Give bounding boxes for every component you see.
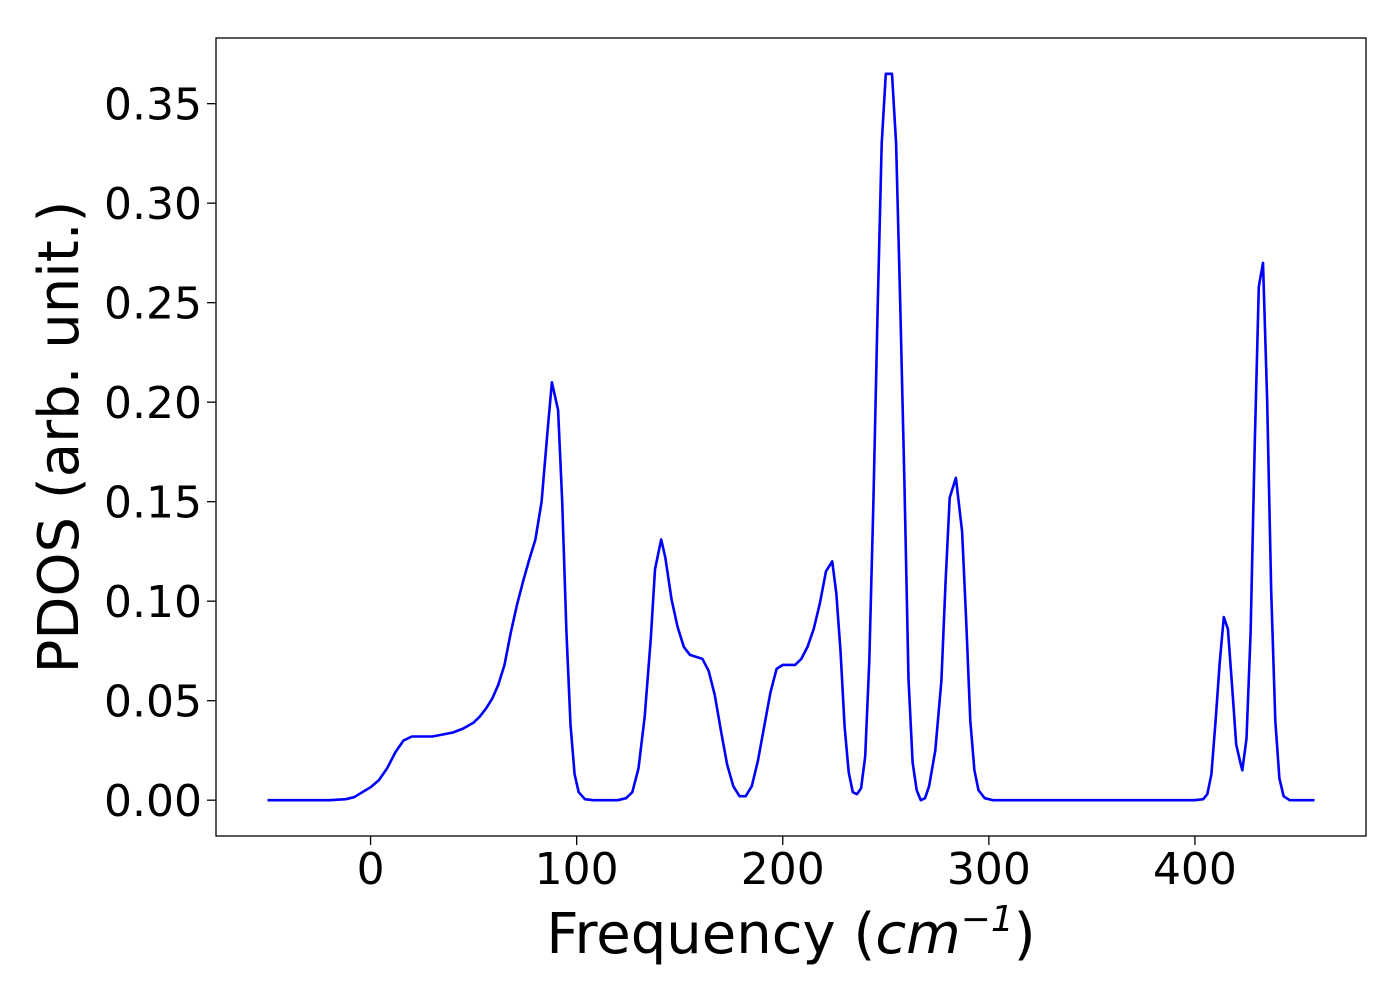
pdos-series-line (267, 72, 1315, 802)
y-tick-label: 0.05 (104, 677, 202, 728)
series-layer (267, 72, 1315, 802)
y-tick-label: 0.20 (104, 378, 202, 429)
x-axis-ticks: 0 100 200 300 400 (357, 836, 1237, 895)
y-axis-label: PDOS (arb. unit.) (27, 201, 92, 674)
y-tick-label: 0.35 (104, 80, 202, 131)
y-tick-label: 0.15 (104, 478, 202, 529)
y-tick-label: 0.10 (104, 577, 202, 628)
y-tick-label: 0.00 (104, 776, 202, 827)
y-tick-label: 0.30 (104, 179, 202, 230)
x-axis-label: Frequency (cm−1) (546, 899, 1035, 967)
y-axis-ticks: 0.00 0.05 0.10 0.15 0.20 0.25 0.30 0.35 (104, 80, 216, 827)
x-tick-label: 100 (535, 844, 619, 895)
x-tick-label: 200 (741, 844, 825, 895)
x-tick-label: 300 (947, 844, 1031, 895)
y-tick-label: 0.25 (104, 279, 202, 330)
x-tick-label: 400 (1153, 844, 1237, 895)
x-tick-label: 0 (357, 844, 385, 895)
plot-frame (215, 37, 1367, 837)
